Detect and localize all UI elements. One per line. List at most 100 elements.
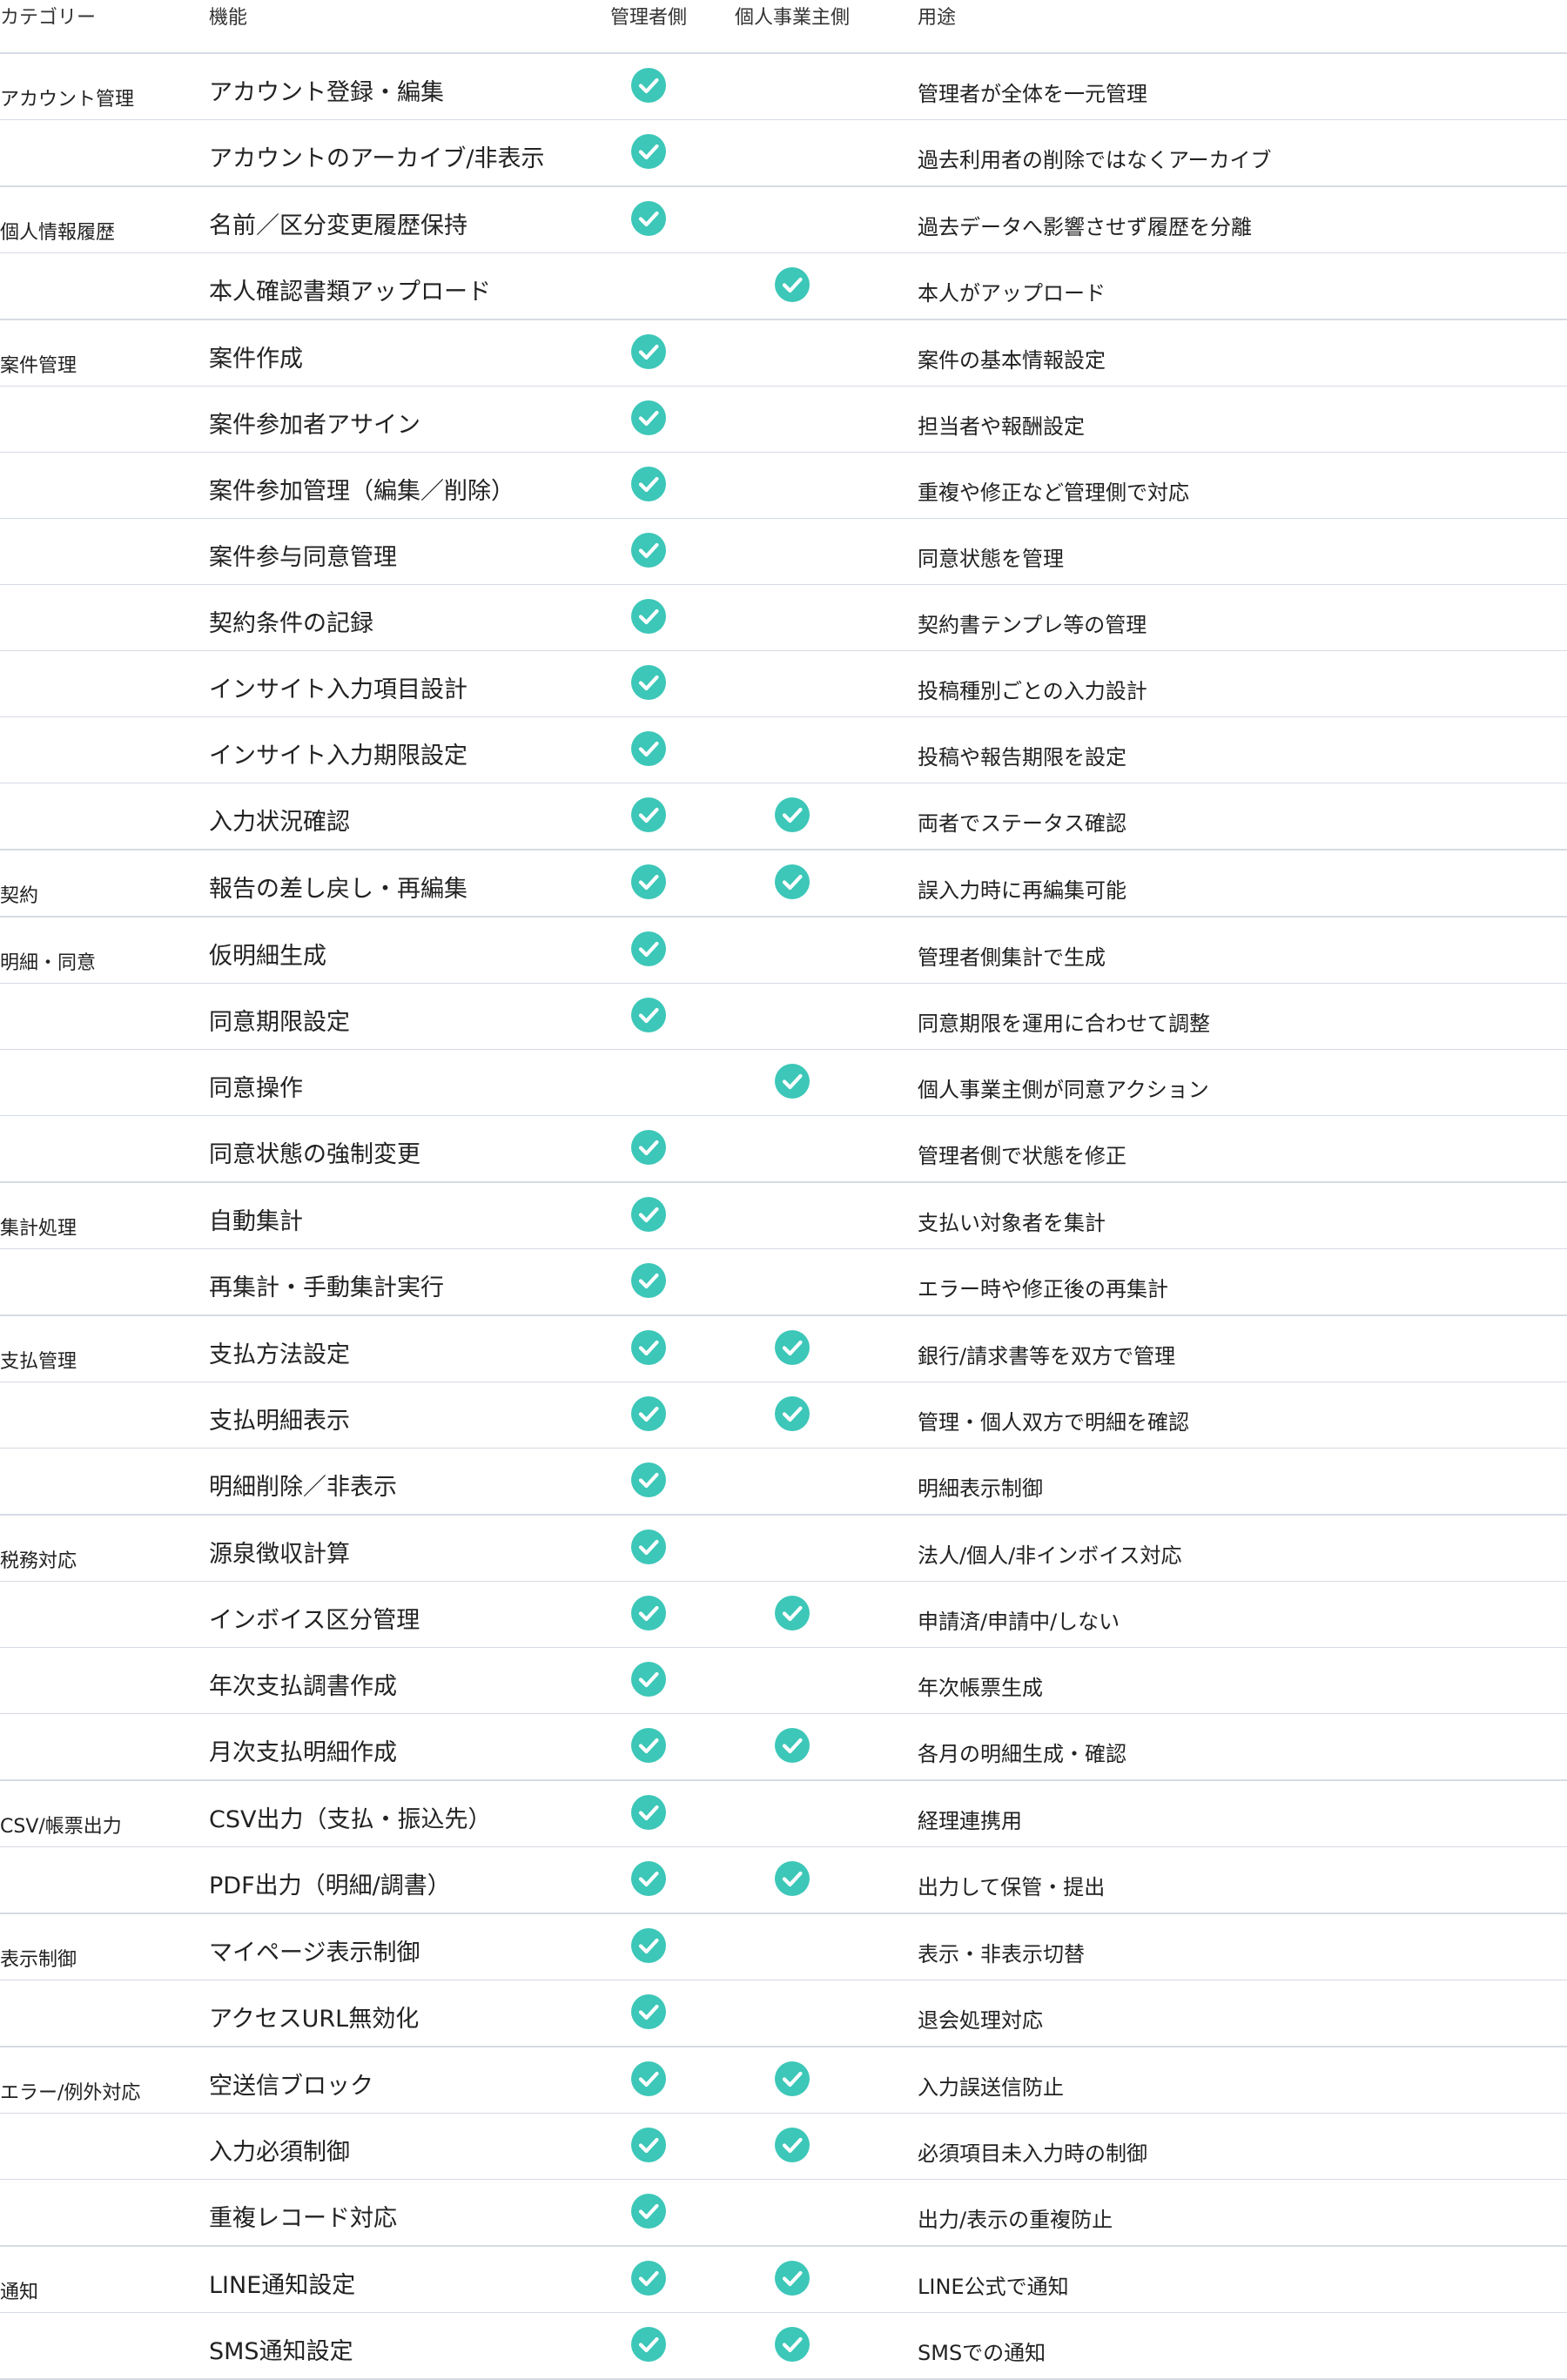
- check-circle-icon: [631, 1861, 666, 1896]
- check-circle-icon: [631, 1928, 666, 1963]
- table-row: 年次支払調書作成 年次帳票生成: [0, 1648, 1567, 1714]
- feature-label: アクセスURL無効化: [209, 2006, 420, 2033]
- check-circle-icon: [631, 533, 666, 568]
- category-label: 案件管理: [0, 355, 77, 377]
- check-circle-icon: [631, 1197, 666, 1232]
- feature-label: 案件参与同意管理: [209, 544, 397, 571]
- feature-label: CSV出力（支払・振込先）: [209, 1806, 492, 1833]
- table-row: 契約 報告の差し戻し・再編集 誤入力時に再編集可能: [0, 850, 1567, 916]
- check-circle-icon: [631, 1795, 666, 1830]
- check-circle-icon: [631, 2128, 666, 2162]
- table-body: アカウント管理 アカウント登録・編集 管理者が全体を一元管理アカウントのアーカイブ/…: [0, 54, 1567, 2380]
- usage-label: 過去データへ影響させず履歴を分離: [918, 215, 1252, 239]
- usage-label: 投稿や報告期限を設定: [918, 745, 1126, 770]
- check-circle-icon: [631, 2061, 666, 2096]
- usage-label: 投稿種別ごとの入力設計: [918, 679, 1147, 703]
- usage-label: エラー時や修正後の再集計: [918, 1277, 1168, 1301]
- category-group: 集計処理 自動集計 支払い対象者を集計 再集計・手動集計実行 エラー時や修正後の再集計: [0, 1183, 1567, 1316]
- feature-label: 源泉徴収計算: [209, 1541, 350, 1568]
- table-row: 案件参与同意管理 同意状態を管理: [0, 519, 1567, 585]
- feature-label: 重複レコード対応: [209, 2205, 397, 2232]
- usage-label: 管理者が全体を一元管理: [918, 82, 1147, 106]
- category-label: アカウント管理: [0, 89, 135, 111]
- check-circle-icon: [631, 797, 666, 832]
- usage-label: 表示・非表示切替: [918, 1942, 1085, 1967]
- usage-label: 過去利用者の削除ではなくアーカイブ: [918, 148, 1272, 172]
- check-circle-icon: [631, 2327, 666, 2362]
- usage-label: 明細表示制御: [918, 1476, 1043, 1501]
- usage-label: 銀行/請求書等を双方で管理: [918, 1344, 1176, 1368]
- table-row: アカウントのアーカイブ/非表示 過去利用者の削除ではなくアーカイブ: [0, 120, 1567, 185]
- usage-label: 同意期限を運用に合わせて調整: [918, 1012, 1210, 1036]
- feature-label: 年次支払調書作成: [209, 1673, 397, 1700]
- table-row: 同意操作 個人事業主側が同意アクション: [0, 1050, 1567, 1116]
- table-row: SMS通知設定 SMSでの通知: [0, 2313, 1567, 2378]
- usage-label: 必須項目未入力時の制御: [918, 2141, 1147, 2166]
- feature-label: 案件参加管理（編集／削除）: [209, 478, 514, 505]
- category-label: 明細・同意: [0, 952, 97, 974]
- check-circle-icon: [775, 1330, 810, 1365]
- table-row: 明細削除／非表示 明細表示制御: [0, 1449, 1567, 1514]
- header-usage: 用途: [918, 7, 957, 29]
- feature-label: 同意期限設定: [209, 1009, 350, 1036]
- check-circle-icon: [631, 1728, 666, 1763]
- feature-label: 支払明細表示: [209, 1408, 350, 1435]
- usage-label: 案件の基本情報設定: [918, 348, 1106, 373]
- table-row: CSV/帳票出力 CSV出力（支払・振込先） 経理連携用: [0, 1781, 1567, 1847]
- table-row: 明細・同意 仮明細生成 管理者側集計で生成: [0, 918, 1567, 984]
- usage-label: 法人/個人/非インボイス対応: [918, 1543, 1182, 1568]
- feature-label: 本人確認書類アップロード: [209, 279, 491, 306]
- usage-label: SMSでの通知: [918, 2341, 1046, 2365]
- category-label: 支払管理: [0, 1351, 77, 1373]
- header-category: カテゴリー: [0, 7, 97, 29]
- check-circle-icon: [775, 1396, 810, 1431]
- table-row: 税務対応 源泉徴収計算 法人/個人/非インボイス対応: [0, 1516, 1567, 1582]
- table-row: 案件参加者アサイン 担当者や報酬設定: [0, 387, 1567, 453]
- check-circle-icon: [631, 334, 666, 369]
- feature-label: 入力必須制御: [209, 2139, 350, 2166]
- table-row: 本人確認書類アップロード 本人がアップロード: [0, 253, 1567, 319]
- usage-label: 出力/表示の重複防止: [918, 2208, 1113, 2232]
- feature-label: 案件作成: [209, 346, 303, 373]
- category-group: 税務対応 源泉徴収計算 法人/個人/非インボイス対応 インボイス区分管理 申請済/申請中…: [0, 1516, 1567, 1781]
- usage-label: LINE公式で通知: [918, 2275, 1069, 2299]
- feature-label: LINE通知設定: [209, 2272, 356, 2299]
- check-circle-icon: [775, 864, 810, 899]
- table-row: 同意期限設定 同意期限を運用に合わせて調整: [0, 984, 1567, 1050]
- table-row: 表示制御 マイページ表示制御 表示・非表示切替: [0, 1914, 1567, 1980]
- feature-label: アカウント登録・編集: [209, 79, 444, 106]
- category-label: 表示制御: [0, 1949, 77, 1971]
- usage-label: 本人がアップロード: [918, 281, 1106, 306]
- check-circle-icon: [631, 1263, 666, 1298]
- table-header: カテゴリー 機能 管理者側 個人事業主側 用途: [0, 0, 1567, 54]
- check-circle-icon: [775, 797, 810, 832]
- feature-label: 仮明細生成: [209, 943, 326, 970]
- table-row: インボイス区分管理 申請済/申請中/しない: [0, 1582, 1567, 1648]
- category-group: 支払管理 支払方法設定 銀行/請求書等を双方で管理支払明細表示 管理・個人双方で明細を…: [0, 1316, 1567, 1516]
- category-group: 個人情報履歴 名前／区分変更履歴保持 過去データへ影響させず履歴を分離 本人確認書類ア…: [0, 187, 1567, 320]
- check-circle-icon: [631, 1662, 666, 1697]
- check-circle-icon: [631, 1396, 666, 1431]
- feature-label: 支払方法設定: [209, 1341, 350, 1368]
- table-row: エラー/例外対応 空送信ブロック 入力誤送信防止: [0, 2047, 1567, 2114]
- table-row: 入力状況確認 両者でステータス確認: [0, 783, 1567, 849]
- usage-label: 退会処理対応: [918, 2008, 1043, 2033]
- check-circle-icon: [631, 1130, 666, 1165]
- feature-label: 名前／区分変更履歴保持: [209, 212, 467, 239]
- check-circle-icon: [631, 599, 666, 634]
- feature-label: アカウントのアーカイブ/非表示: [209, 145, 545, 172]
- usage-label: 同意状態を管理: [918, 547, 1064, 571]
- check-circle-icon: [631, 1596, 666, 1630]
- check-circle-icon: [775, 267, 810, 302]
- header-feature: 機能: [209, 7, 248, 29]
- feature-label: 自動集計: [209, 1208, 303, 1235]
- table-row: 同意状態の強制変更 管理者側で状態を修正: [0, 1116, 1567, 1181]
- table-row: 案件参加管理（編集／削除） 重複や修正など管理側で対応: [0, 453, 1567, 519]
- category-group: 明細・同意 仮明細生成 管理者側集計で生成 同意期限設定 同意期限を運用に合わせて調整同…: [0, 918, 1567, 1183]
- feature-label: 明細削除／非表示: [209, 1474, 397, 1501]
- feature-label: インサイト入力期限設定: [209, 743, 467, 770]
- table-row: インサイト入力項目設計 投稿種別ごとの入力設計: [0, 651, 1567, 717]
- check-circle-icon: [631, 1530, 666, 1564]
- usage-label: 管理・個人双方で明細を確認: [918, 1410, 1189, 1435]
